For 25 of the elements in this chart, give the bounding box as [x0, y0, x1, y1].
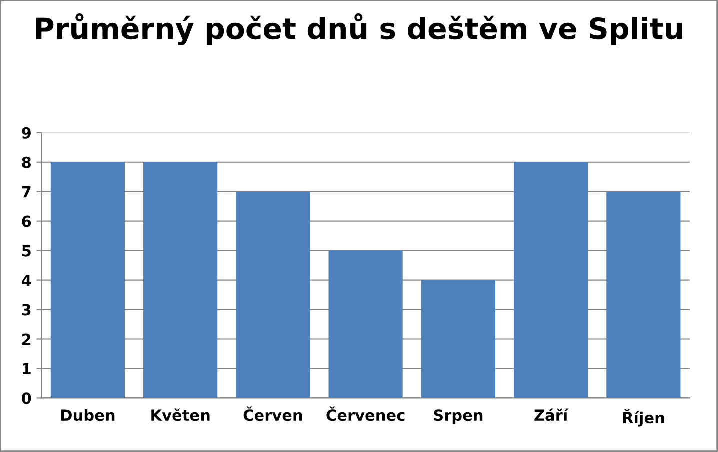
bar: [606, 192, 681, 398]
y-tick-label: 3: [22, 304, 31, 316]
chart-title: Průměrný počet dnů s deštěm ve Splitu: [36, 14, 682, 46]
y-tick-label: 7: [22, 186, 31, 198]
x-tick-label: Květen: [152, 408, 210, 422]
bar: [514, 162, 588, 398]
x-tick-label: Červenec: [326, 406, 405, 422]
y-tick-label: 6: [22, 216, 32, 228]
y-tick-label: 2: [22, 334, 31, 346]
y-tick-label: 8: [22, 156, 31, 168]
y-tick-label: 9: [22, 127, 31, 139]
bar: [144, 162, 218, 398]
bar: [236, 192, 310, 398]
x-tick-label: Září: [534, 408, 569, 422]
bar: [50, 162, 126, 398]
x-tick-label: Duben: [61, 409, 115, 422]
x-tick-label: Říjen: [623, 409, 664, 427]
y-tick-label: 4: [22, 274, 32, 286]
y-tick-label: 1: [23, 363, 31, 375]
x-tick-label: Srpen: [434, 410, 483, 424]
bar: [421, 280, 496, 398]
x-tick-label: Červen: [244, 406, 302, 422]
bar: [328, 250, 403, 398]
y-tick-label: 5: [22, 245, 31, 257]
y-tick-label: 0: [22, 392, 32, 404]
